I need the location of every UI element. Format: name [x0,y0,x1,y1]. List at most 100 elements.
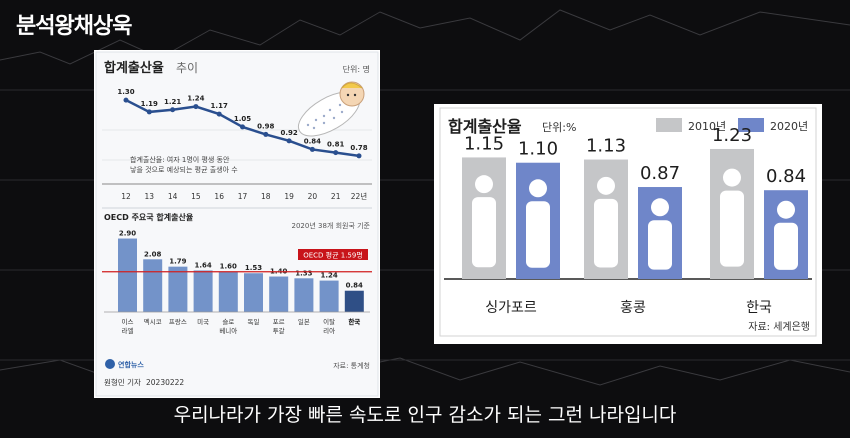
right-value-label: 0.84 [766,166,806,187]
right-source: 자료: 세계은행 [748,321,810,333]
right-category-label: 싱가포르 [485,300,537,316]
oecd-tick-label: 베니아 [219,326,237,335]
line-value-label: 1.24 [187,95,204,103]
person-body-icon [526,201,550,268]
person-icon [529,179,547,198]
agency-logo-icon [105,359,115,369]
oecd-note: 2020년 38개 회원국 기준 [292,221,371,230]
line-tick-label: 12 [121,192,131,201]
line-value-label: 0.84 [304,137,321,145]
line-point [146,109,152,115]
person-icon [651,198,669,217]
person-icon [475,175,493,194]
oecd-bar [193,270,213,312]
right-category-label: 한국 [746,300,772,316]
line-chart-title-suffix: 추이 [176,61,198,75]
line-value-label: 0.78 [350,144,367,152]
person-body-icon [774,222,798,270]
right-chart-title: 합계출산율 [448,117,522,136]
person-body-icon [648,220,672,270]
oecd-tick-label: 리아 [323,326,335,335]
oecd-tick-label: 멕시코 [144,317,162,326]
right-value-label: 1.15 [464,133,504,154]
left-source: 자료: 통계청 [333,361,370,370]
line-point [170,107,176,113]
right-category-label: 홍콩 [620,300,646,316]
line-point [333,150,339,156]
line-tick-label: 14 [168,192,178,201]
line-tick-label: 22년 [351,191,368,201]
oecd-tick-label: 슬로 [222,317,234,326]
oecd-tick-label: 미국 [197,317,209,326]
oecd-tick-label: 일본 [298,317,310,326]
line-value-label: 0.92 [280,129,297,137]
definition-line1: 합계출산율: 여자 1명이 평생 동안 [130,155,230,164]
person-icon [597,176,615,195]
person-body-icon [720,190,744,267]
oecd-bar [118,238,137,312]
person-body-icon [594,198,618,268]
line-tick-label: 20 [308,192,318,201]
oecd-value-label: 1.53 [245,264,262,272]
oecd-value-label: 1.60 [220,262,237,270]
right-bar-chart: 1.15 1.10 싱가포르 1.13 0.87 홍콩 1.23 0.84 한국 [462,125,808,316]
person-icon [777,200,795,219]
right-value-label: 0.87 [640,163,680,184]
legend-swatch-2020 [738,118,764,132]
definition-line2: 낳을 것으로 예상되는 평균 출생아 수 [130,165,238,174]
line-chart-title: 합계출산율 [104,60,164,76]
line-value-label: 1.19 [141,100,158,108]
line-point [286,138,292,144]
oecd-bar [244,273,263,312]
oecd-value-label: 1.33 [295,269,312,277]
line-point [356,153,362,159]
oecd-avg-label: OECD 평균 1.59명 [303,251,363,260]
legend-label-2010: 2010년 [688,120,726,133]
agency-name: 연합뉴스 [118,360,144,369]
right-value-label: 1.23 [712,125,752,146]
line-value-label: 1.17 [211,102,228,110]
date: 20230222 [146,378,184,387]
left-infographic: 합계출산율 추이 단위: 명 1.30 12 1.19 13 1.21 14 1.24 15 1… [94,50,380,398]
oecd-bar [344,290,364,312]
oecd-bar [168,266,188,312]
line-point [216,111,222,117]
oecd-tick-label: 라엘 [122,326,134,335]
right-value-label: 1.10 [518,139,558,160]
oecd-value-label: 2.90 [119,230,136,238]
line-tick-label: 16 [214,192,224,201]
right-infographic: 합계출산율 단위:% 2010년 2020년 1.15 1.10 싱가포르 1.13 0… [434,104,822,344]
oecd-tick-label: 독일 [248,317,260,326]
oecd-tick-label: 한국 [348,317,360,326]
oecd-tick-label: 프랑스 [169,318,187,326]
oecd-title: OECD 주요국 합계출산율 [104,212,194,222]
channel-name: 분석왕채상욱 [16,14,132,39]
line-tick-label: 21 [331,192,341,201]
legend-swatch-2010 [656,118,682,132]
line-value-label: 1.21 [164,98,181,106]
line-tick-label: 15 [191,192,201,201]
person-icon [723,168,741,187]
oecd-bar [218,271,238,312]
oecd-bar [143,259,163,312]
line-value-label: 0.81 [327,141,344,149]
oecd-value-label: 0.84 [346,282,363,290]
line-point [123,97,129,103]
line-tick-label: 19 [284,192,294,201]
line-point [263,131,269,137]
line-value-label: 1.05 [234,115,251,123]
line-tick-label: 13 [145,192,155,201]
oecd-tick-label: 포르 [273,318,285,326]
line-chart: 1.30 12 1.19 13 1.21 14 1.24 15 1.17 16 1.05 17 0.98… [117,88,367,201]
oecd-bar [319,280,339,312]
oecd-bar [269,276,289,312]
oecd-value-label: 1.24 [320,272,337,280]
baby-illustration [297,81,365,137]
line-point [193,104,199,110]
oecd-tick-label: 이탈 [323,317,335,326]
legend-label-2020: 2020년 [770,120,808,133]
oecd-tick-label: 투갈 [273,327,285,335]
line-tick-label: 17 [238,192,248,201]
line-value-label: 1.30 [117,88,134,96]
oecd-bar [294,278,314,312]
